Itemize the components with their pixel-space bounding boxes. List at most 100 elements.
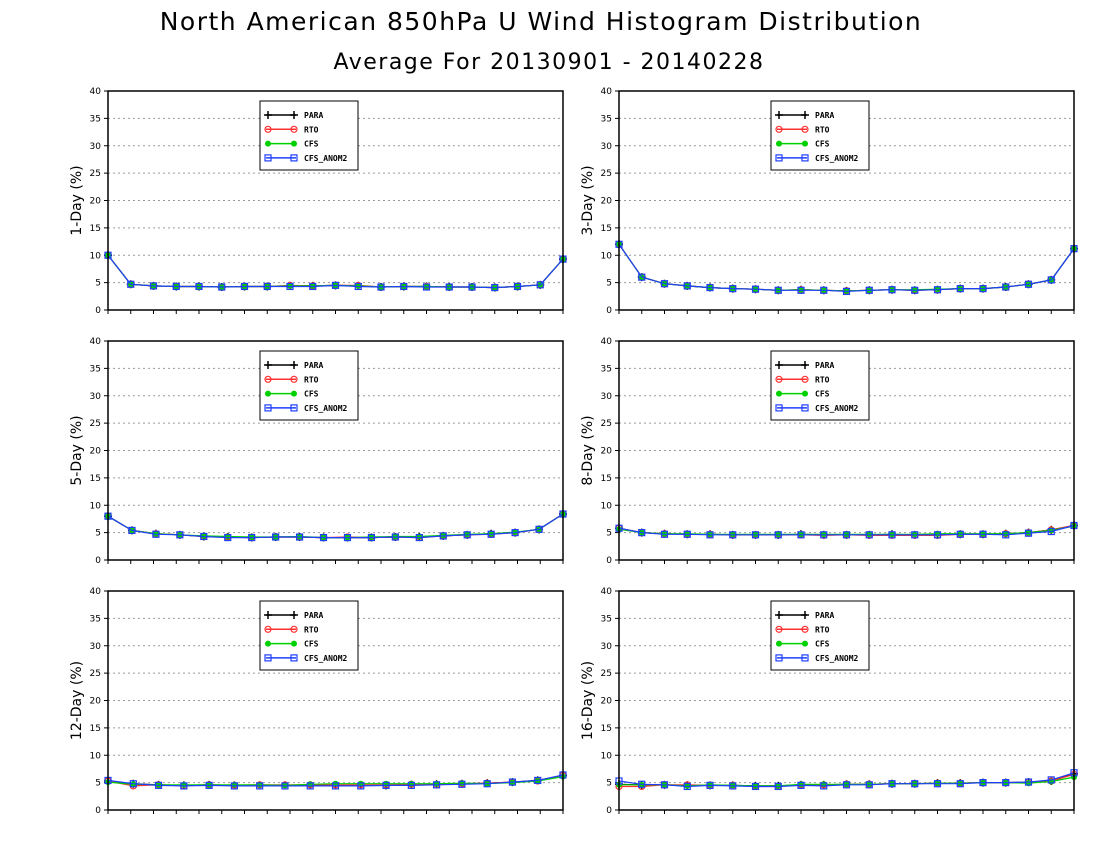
data-point: [842, 781, 851, 789]
data-point: [1002, 779, 1010, 787]
legend-marker: [801, 375, 809, 383]
y-tick-label: 5: [606, 279, 612, 289]
legend-label: PARA: [815, 361, 834, 370]
legend-label: PARA: [815, 111, 834, 120]
data-point: [683, 530, 691, 538]
data-point: [391, 533, 399, 541]
data-point: [751, 531, 760, 539]
data-point: [660, 781, 669, 789]
series-cfs-anom2: [615, 521, 1078, 539]
legend-entry-cfs: CFS: [776, 140, 830, 149]
legend-marker: [290, 361, 298, 369]
data-point: [487, 530, 495, 538]
data-point: [205, 781, 213, 789]
legend-label: CFS: [304, 390, 319, 399]
legend-marker: [264, 654, 272, 662]
data-point: [865, 531, 873, 539]
data-point: [729, 782, 737, 790]
data-point: [357, 780, 364, 787]
legend-label: CFS: [304, 140, 319, 149]
y-tick-label: 25: [601, 419, 612, 429]
legend-marker: [802, 640, 808, 647]
legend: PARA RTO CFS CFS_ANOM2: [770, 100, 870, 171]
data-point: [1024, 778, 1033, 786]
legend: PARA RTO CFS CFS_ANOM2: [259, 350, 359, 421]
data-point: [534, 776, 542, 785]
y-tick-label: 0: [606, 556, 612, 566]
data-point: [128, 526, 136, 535]
y-tick-label: 40: [90, 587, 102, 597]
y-tick-label: 40: [601, 87, 613, 97]
series-cfs-anom2: [615, 769, 1078, 791]
legend-label: CFS: [304, 640, 319, 649]
data-point: [354, 282, 362, 291]
data-point: [407, 781, 415, 789]
data-point: [706, 283, 714, 292]
data-point: [797, 781, 805, 789]
data-point: [439, 532, 447, 540]
legend-label: PARA: [304, 111, 323, 120]
data-point: [149, 282, 158, 290]
legend-marker: [291, 390, 297, 397]
panel-16-day: 0 5 10 15 20 25 30 35 40 16-Day (%) PARA RTO CFS CFS_…: [580, 587, 1078, 816]
data-point: [751, 285, 760, 293]
data-point: [224, 533, 232, 542]
data-point: [888, 780, 896, 788]
data-point: [422, 283, 431, 291]
data-point: [706, 781, 714, 789]
y-tick-label: 35: [90, 114, 101, 124]
legend-marker: [265, 390, 271, 397]
data-point: [415, 533, 423, 542]
legend-entry-cfs: CFS: [776, 640, 830, 649]
series-rto: [104, 510, 567, 542]
legend-entry-para: PARA: [264, 361, 323, 370]
legend: PARA RTO CFS CFS_ANOM2: [259, 600, 359, 671]
data-point: [240, 282, 249, 291]
data-point: [491, 283, 499, 292]
legend-entry-cfs-anom2: CFS_ANOM2: [775, 154, 859, 163]
y-tick-label: 20: [90, 197, 102, 207]
y-tick-label: 20: [90, 697, 102, 707]
plot-frame: [618, 590, 1075, 811]
legend-label: PARA: [304, 361, 323, 370]
data-point: [230, 782, 238, 790]
data-point: [842, 531, 851, 539]
y-tick-label: 5: [95, 279, 101, 289]
y-tick-label: 15: [90, 724, 101, 734]
y-tick-label: 20: [601, 197, 613, 207]
data-point: [797, 531, 805, 539]
legend-marker: [291, 140, 297, 147]
data-point: [343, 533, 352, 542]
y-tick-label: 40: [90, 87, 102, 97]
data-point: [865, 781, 873, 789]
data-point: [979, 530, 987, 538]
series-cfs: [105, 511, 566, 541]
data-point: [774, 782, 782, 791]
data-point: [309, 282, 317, 291]
data-point: [706, 531, 714, 539]
panel-1-day: 0 5 10 15 20 25 30 35 40 1-Day (%) PARA RTO CFS CFS_A…: [69, 87, 567, 316]
legend: PARA RTO CFS CFS_ANOM2: [259, 100, 359, 171]
data-point: [1002, 283, 1010, 291]
legend: PARA RTO CFS CFS_ANOM2: [770, 350, 870, 421]
data-point: [172, 282, 180, 291]
legend-marker: [775, 654, 783, 662]
y-tick-label: 35: [90, 614, 101, 624]
y-tick-label: 25: [90, 169, 101, 179]
legend-entry-rto: RTO: [775, 125, 830, 134]
y-tick-label: 30: [90, 392, 102, 402]
data-point: [888, 286, 896, 294]
y-tick-label: 0: [606, 806, 612, 816]
data-point: [367, 533, 376, 542]
y-tick-label: 30: [601, 642, 613, 652]
legend-label: RTO: [304, 125, 319, 134]
y-tick-label: 25: [601, 669, 612, 679]
panel-12-day: 0 5 10 15 20 25 30 35 40 12-Day (%) PARA RTO CFS CFS_…: [69, 587, 567, 816]
y-tick-label: 30: [601, 392, 613, 402]
y-tick-label: 25: [601, 169, 612, 179]
y-tick-label: 15: [90, 224, 101, 234]
data-point: [774, 286, 782, 294]
y-tick-label: 5: [95, 529, 101, 539]
y-tick-label: 40: [90, 337, 102, 347]
